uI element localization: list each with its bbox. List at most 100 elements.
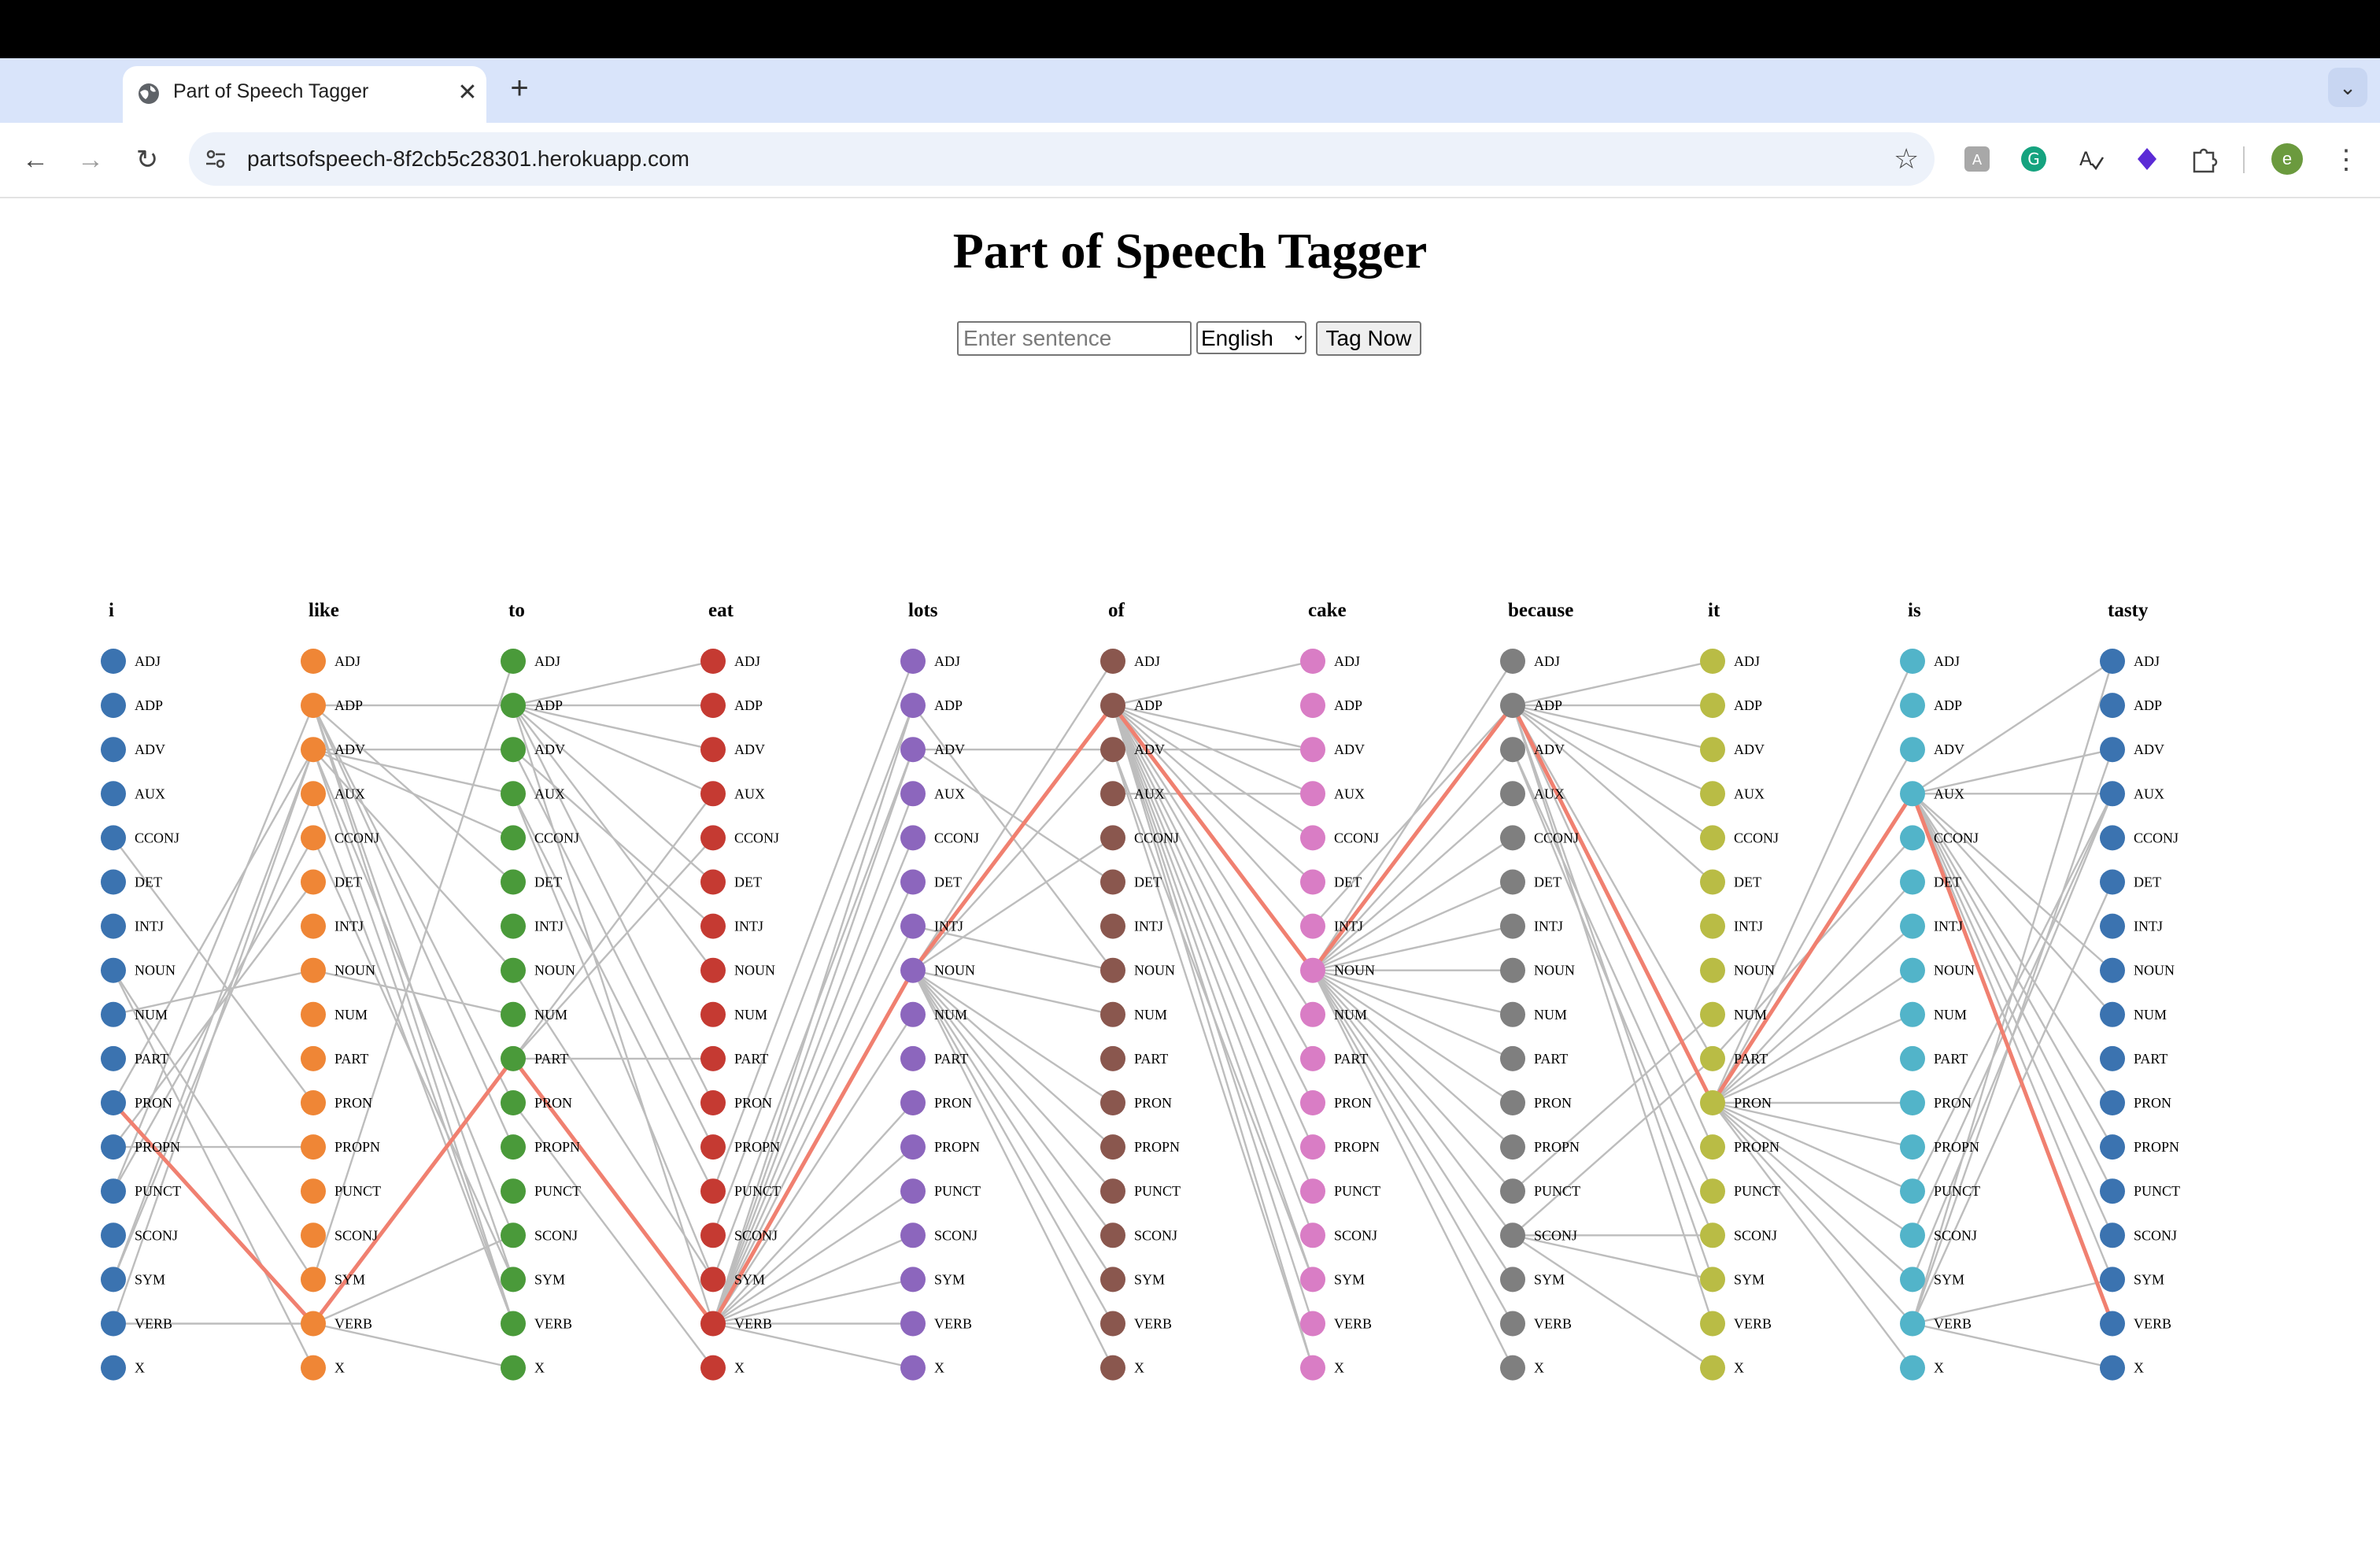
tag-node[interactable]	[1700, 1267, 1725, 1293]
tag-node[interactable]	[1900, 1134, 1925, 1160]
tag-node[interactable]	[301, 1355, 326, 1381]
tag-node[interactable]	[2100, 957, 2125, 983]
tag-node[interactable]	[1300, 1045, 1325, 1071]
tag-node[interactable]	[1900, 693, 1925, 719]
tag-node[interactable]	[501, 957, 526, 983]
tag-node[interactable]	[1100, 1001, 1125, 1027]
tag-node[interactable]	[101, 1267, 126, 1293]
tag-node[interactable]	[1500, 1178, 1525, 1204]
tag-node[interactable]	[1100, 913, 1125, 939]
tag-node[interactable]	[501, 913, 526, 939]
tag-node[interactable]	[900, 869, 926, 895]
tag-node[interactable]	[1900, 1311, 1925, 1337]
tag-node[interactable]	[301, 693, 326, 719]
tag-node[interactable]	[1500, 1267, 1525, 1293]
tag-node[interactable]	[501, 1267, 526, 1293]
tag-node[interactable]	[1500, 913, 1525, 939]
tag-node[interactable]	[1300, 1001, 1325, 1027]
tag-node[interactable]	[301, 1090, 326, 1115]
tag-node[interactable]	[1300, 913, 1325, 939]
tag-node[interactable]	[900, 781, 926, 807]
tag-node[interactable]	[1300, 1090, 1325, 1115]
tag-node[interactable]	[900, 737, 926, 763]
tag-node[interactable]	[2100, 1178, 2125, 1204]
tag-node[interactable]	[700, 1134, 726, 1160]
tag-node[interactable]	[1700, 1090, 1725, 1115]
tag-node[interactable]	[501, 1090, 526, 1115]
tag-node[interactable]	[700, 1045, 726, 1071]
tag-node[interactable]	[1100, 1355, 1125, 1381]
tag-node[interactable]	[1700, 649, 1725, 674]
browser-menu-icon[interactable]: ⋮	[2333, 145, 2360, 175]
tag-node[interactable]	[1700, 1001, 1725, 1027]
tag-node[interactable]	[2100, 1355, 2125, 1381]
tag-node[interactable]	[501, 825, 526, 851]
tag-node[interactable]	[1500, 869, 1525, 895]
tag-node[interactable]	[1100, 825, 1125, 851]
extension-spade-icon[interactable]	[2131, 143, 2163, 175]
tag-node[interactable]	[2100, 1001, 2125, 1027]
tag-node[interactable]	[700, 1222, 726, 1248]
tag-node[interactable]	[700, 1355, 726, 1381]
extensions-puzzle-icon[interactable]	[2188, 143, 2219, 175]
tag-node[interactable]	[1500, 693, 1525, 719]
tag-node[interactable]	[301, 649, 326, 674]
tag-node[interactable]	[1500, 781, 1525, 807]
tag-node[interactable]	[301, 1178, 326, 1204]
tag-node[interactable]	[1100, 869, 1125, 895]
tag-node[interactable]	[301, 1311, 326, 1337]
site-settings-icon[interactable]	[203, 146, 228, 172]
tag-node[interactable]	[501, 869, 526, 895]
tag-node[interactable]	[1300, 957, 1325, 983]
tag-node[interactable]	[1500, 737, 1525, 763]
profile-avatar[interactable]: e	[2271, 143, 2303, 175]
tag-node[interactable]	[900, 1134, 926, 1160]
tag-node[interactable]	[900, 1001, 926, 1027]
tag-node[interactable]	[1700, 1355, 1725, 1381]
extension-translate-icon[interactable]: A	[1961, 143, 1993, 175]
tag-node[interactable]	[301, 1222, 326, 1248]
tag-node[interactable]	[1900, 1178, 1925, 1204]
tag-node[interactable]	[1100, 957, 1125, 983]
tag-node[interactable]	[1700, 1311, 1725, 1337]
tag-node[interactable]	[101, 1311, 126, 1337]
tag-node[interactable]	[900, 649, 926, 674]
tag-node[interactable]	[1900, 1355, 1925, 1381]
tag-node[interactable]	[1300, 649, 1325, 674]
tag-node[interactable]	[900, 913, 926, 939]
tag-node[interactable]	[1900, 869, 1925, 895]
tag-node[interactable]	[1900, 825, 1925, 851]
tag-node[interactable]	[1700, 825, 1725, 851]
tag-node[interactable]	[1100, 1311, 1125, 1337]
tag-node[interactable]	[101, 1001, 126, 1027]
tag-node[interactable]	[1100, 737, 1125, 763]
tag-node[interactable]	[1900, 913, 1925, 939]
tag-node[interactable]	[101, 649, 126, 674]
tag-node[interactable]	[2100, 649, 2125, 674]
tag-node[interactable]	[700, 737, 726, 763]
tag-node[interactable]	[101, 1134, 126, 1160]
tag-node[interactable]	[301, 913, 326, 939]
reload-icon[interactable]: ↻	[135, 145, 159, 175]
tag-node[interactable]	[1700, 1134, 1725, 1160]
tag-node[interactable]	[1100, 1267, 1125, 1293]
tag-node[interactable]	[1100, 1090, 1125, 1115]
tag-node[interactable]	[2100, 781, 2125, 807]
tag-node[interactable]	[1300, 825, 1325, 851]
extension-spellcheck-icon[interactable]: A	[2075, 143, 2106, 175]
tag-node[interactable]	[700, 825, 726, 851]
tag-node[interactable]	[2100, 693, 2125, 719]
tag-node[interactable]	[1700, 869, 1725, 895]
tag-node[interactable]	[700, 1267, 726, 1293]
tag-node[interactable]	[900, 957, 926, 983]
tag-node[interactable]	[1700, 1045, 1725, 1071]
tag-node[interactable]	[900, 1178, 926, 1204]
tag-node[interactable]	[900, 1222, 926, 1248]
tag-node[interactable]	[301, 737, 326, 763]
browser-tab[interactable]: Part of Speech Tagger ✕	[123, 66, 486, 123]
tag-node[interactable]	[1900, 1045, 1925, 1071]
tag-node[interactable]	[501, 781, 526, 807]
tag-node[interactable]	[101, 737, 126, 763]
tag-node[interactable]	[101, 1090, 126, 1115]
sentence-input[interactable]	[957, 321, 1192, 356]
